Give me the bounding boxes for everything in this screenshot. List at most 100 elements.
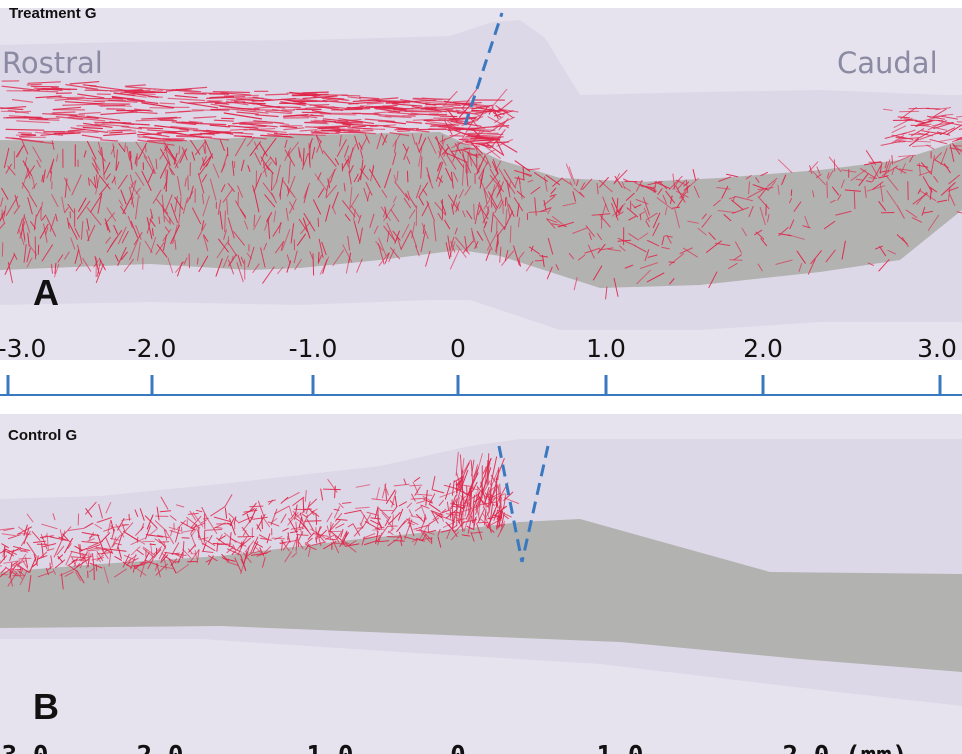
axon-segment (299, 528, 303, 535)
axon-segment (64, 207, 69, 213)
axon-segment (196, 509, 203, 513)
axon-segment (190, 526, 198, 537)
axon-segment (109, 131, 123, 134)
axon-segment (69, 80, 100, 85)
axon-segment (392, 230, 401, 241)
axon-segment (789, 219, 795, 229)
axon-segment (94, 523, 103, 530)
axon-segment (17, 146, 23, 158)
axon-segment (494, 199, 502, 213)
axon-segment (238, 516, 254, 524)
axon-segment (682, 247, 698, 258)
axon-segment (810, 250, 822, 265)
axon-segment (441, 509, 450, 514)
axon-segment (87, 552, 90, 568)
axon-segment (451, 480, 455, 496)
axon-segment (549, 194, 557, 197)
axon-segment (310, 131, 329, 134)
axon-segment (406, 502, 412, 509)
axon-segment (203, 145, 206, 155)
axon-segment (234, 557, 242, 573)
axon-segment (321, 129, 341, 132)
axon-segment (135, 141, 148, 159)
axon-segment (82, 122, 113, 129)
axon-segment (237, 185, 243, 198)
axon-segment (39, 223, 49, 239)
axon-segment (41, 535, 47, 539)
axon-segment (95, 546, 113, 551)
axon-segment (25, 557, 29, 568)
axon-segment (403, 536, 418, 541)
panel-letter: A (33, 272, 59, 313)
axon-segment (301, 111, 324, 114)
axon-segment (146, 514, 154, 530)
axon-segment (461, 154, 472, 174)
axon-segment (369, 124, 397, 128)
axon-segment (189, 132, 222, 136)
axon-segment (444, 484, 461, 490)
axon-segment (635, 199, 649, 205)
axon-segment (107, 129, 132, 132)
axon-segment (921, 206, 926, 216)
axon-segment (137, 139, 175, 146)
axon-segment (384, 115, 412, 119)
axis-ticks (6, 375, 942, 395)
axon-segment (331, 538, 339, 554)
axon-segment (685, 179, 689, 194)
axon-segment (463, 509, 472, 532)
axon-segment (187, 175, 189, 191)
axon-segment (687, 220, 699, 224)
axon-segment (675, 190, 689, 198)
axon-segment (261, 515, 263, 530)
axon-segment (428, 493, 436, 505)
axon-segment (405, 518, 419, 525)
axon-segment (937, 120, 962, 126)
axon-segment (418, 524, 428, 541)
axon-segment (147, 95, 163, 98)
axon-segment (78, 197, 87, 212)
axon-segment (17, 565, 31, 573)
axon-segment (23, 527, 30, 545)
axon-segment (421, 202, 430, 217)
axon-segment (82, 258, 92, 272)
axon-segment (498, 200, 504, 209)
axon-segment (250, 536, 259, 553)
axon-segment (634, 245, 647, 253)
axon-segment (123, 554, 136, 561)
axon-segment (114, 556, 122, 561)
axon-segment (475, 150, 489, 165)
axon-segment (272, 108, 293, 113)
axon-segment (216, 239, 230, 259)
axon-segment (390, 247, 400, 260)
axon-segment (342, 123, 378, 127)
axon-segment (492, 159, 499, 174)
axon-segment (162, 229, 172, 242)
axon-segment (181, 121, 200, 125)
axon-segment (189, 185, 194, 200)
axon-segment (934, 152, 942, 161)
axon-segment (458, 493, 464, 523)
axon-segment (251, 99, 272, 102)
axon-segment (36, 555, 39, 562)
axon-segment (478, 204, 489, 220)
axon-segment (281, 229, 291, 251)
axon-segment (371, 498, 388, 502)
axon-segment (86, 218, 90, 231)
axon-segment (67, 543, 72, 549)
axon-segment (308, 498, 317, 508)
axon-segment (17, 218, 23, 234)
axon-segment (103, 132, 137, 137)
axon-segment (490, 493, 506, 501)
axon-segment (111, 176, 116, 184)
axon-segment (887, 249, 897, 255)
axon-segment (396, 236, 402, 251)
axon-segment (60, 526, 72, 538)
axon-segment (828, 156, 842, 173)
axon-segment (458, 497, 468, 524)
axon-segment (360, 515, 365, 526)
axon-segment (411, 106, 448, 113)
axon-segment (420, 231, 426, 252)
axon-segment (425, 489, 428, 506)
axon-segment (498, 496, 503, 513)
axon-segment (123, 258, 134, 272)
